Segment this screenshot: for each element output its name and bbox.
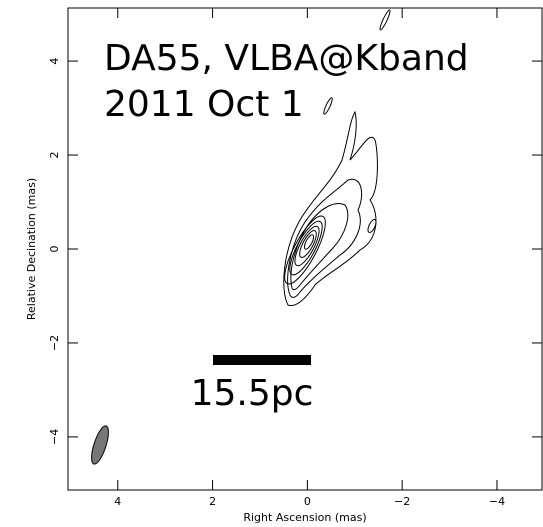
beam (88, 424, 112, 466)
y-axis-label: Relative Decination (mas) (25, 178, 38, 320)
y-tick-label: −2 (48, 335, 61, 351)
chart: DA55, VLBA@Kband 2011 Oct 1 15.5pc Right… (0, 0, 543, 527)
x-tick-label: −4 (489, 495, 505, 508)
chart-title: DA55, VLBA@Kband (104, 38, 469, 79)
x-axis-label: Right Ascension (mas) (243, 511, 366, 524)
y-tick-label: −4 (48, 429, 61, 445)
y-tick-label: 4 (48, 58, 61, 65)
x-tick-label: 4 (114, 495, 121, 508)
x-tick-label: −2 (394, 495, 410, 508)
x-tick-label: 0 (304, 495, 311, 508)
y-tick-label: 2 (48, 152, 61, 159)
x-tick-label: 2 (209, 495, 216, 508)
scale-bar (213, 355, 311, 365)
y-tick-label: 0 (48, 246, 61, 253)
chart-subtitle: 2011 Oct 1 (104, 84, 304, 125)
scale-label: 15.5pc (191, 373, 314, 414)
